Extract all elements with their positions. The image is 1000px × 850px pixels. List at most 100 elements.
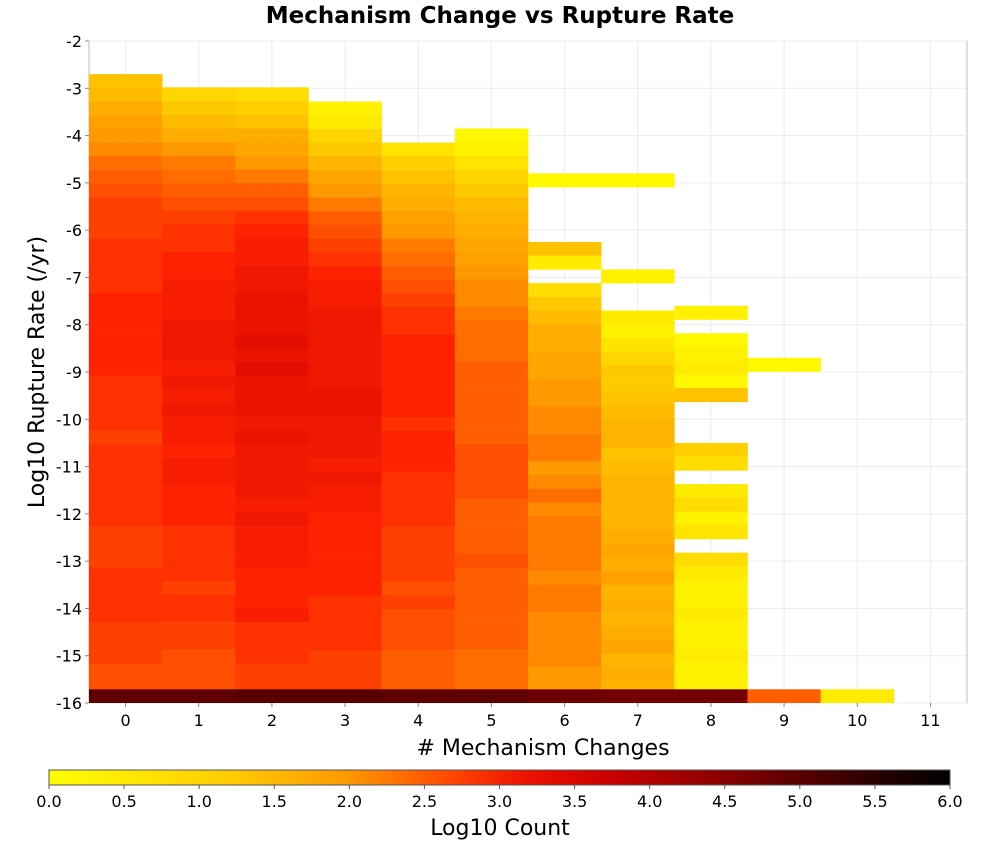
heatmap-cell	[454, 361, 529, 376]
heatmap-cell	[601, 516, 675, 531]
heatmap-cell	[674, 305, 748, 320]
heatmap-cell	[162, 375, 236, 390]
heatmap-cell	[235, 635, 309, 650]
heatmap-cell	[308, 622, 382, 637]
heatmap-cell	[89, 74, 163, 89]
heatmap-cell	[308, 650, 382, 665]
heatmap-cell	[601, 365, 675, 380]
heatmap-cell-bottom	[747, 689, 821, 703]
heatmap-cell	[89, 128, 163, 143]
colorbar-tick-label: 5.5	[862, 792, 887, 811]
heatmap-cell	[308, 224, 382, 239]
heatmap-cell	[308, 595, 382, 610]
colorbar-tick-label: 6.0	[937, 792, 962, 811]
heatmap-cell	[162, 539, 236, 554]
heatmap-cell	[162, 526, 236, 541]
heatmap-cell-bottom	[674, 689, 748, 703]
heatmap-cell	[674, 484, 748, 499]
y-axis-ticks: -2 -3 -4 -5 -6 -7 -8 -9 -10 -11 -12 -13 -14 -15 -16	[56, 32, 89, 713]
colorbar-tick-label: 5.0	[787, 792, 812, 811]
heatmap-cell	[601, 639, 675, 654]
heatmap-cell	[601, 653, 675, 668]
heatmap-cell	[601, 310, 675, 325]
heatmap-cell	[308, 526, 382, 541]
heatmap-cell	[89, 348, 163, 363]
heatmap-cell	[528, 310, 602, 325]
heatmap-cell	[454, 471, 529, 486]
heatmap-cell	[454, 210, 529, 225]
heatmap-cell-bottom	[528, 689, 602, 703]
heatmap-cell	[162, 183, 236, 198]
heatmap-cell	[162, 622, 236, 637]
heatmap-cell	[235, 402, 309, 417]
heatmap-cell	[235, 210, 309, 225]
heatmap-cell	[528, 406, 602, 421]
heatmap-cell	[528, 571, 602, 586]
colorbar	[48, 769, 951, 786]
heatmap-cell-bottom	[89, 689, 163, 703]
heatmap-cell	[601, 420, 675, 435]
heatmap-cell	[381, 471, 456, 486]
heatmap-cell	[601, 173, 675, 188]
heatmap-cell	[454, 485, 529, 500]
heatmap-cell-bottom	[162, 689, 236, 703]
heatmap-cell	[235, 114, 309, 129]
heatmap-cell	[162, 567, 236, 582]
heatmap-cell	[528, 680, 602, 690]
heatmap-cell	[528, 584, 602, 599]
heatmap-cell	[601, 612, 675, 627]
heatmap-cell	[381, 444, 456, 459]
heatmap-cell	[528, 598, 602, 613]
heatmap-cell	[381, 183, 456, 198]
heatmap-cell	[308, 663, 382, 678]
heatmap-cell	[528, 543, 602, 558]
colorbar-label: Log10 Count	[430, 816, 570, 841]
x-tick-label: 1	[194, 711, 204, 730]
y-axis-label: Log10 Rupture Rate (/yr)	[25, 236, 50, 508]
heatmap-cell	[454, 663, 529, 678]
heatmap-cell	[528, 379, 602, 394]
heatmap-cell	[674, 552, 748, 567]
heatmap-cell	[162, 594, 236, 609]
heatmap-cell	[235, 430, 309, 445]
heatmap-cell	[89, 499, 163, 514]
heatmap-cell-bottom	[381, 689, 456, 703]
heatmap-cell	[381, 142, 456, 157]
heatmap-cell	[528, 283, 602, 298]
heatmap-cell	[454, 155, 529, 170]
heatmap-cell	[381, 512, 456, 527]
heatmap-cell	[674, 634, 748, 649]
heatmap-cell	[381, 499, 456, 514]
heatmap-cell	[674, 648, 748, 663]
heatmap-cell	[235, 306, 309, 321]
heatmap-cell	[235, 498, 309, 513]
heatmap-cell	[601, 337, 675, 352]
heatmap-cell	[89, 101, 163, 116]
heatmap-cell	[308, 156, 382, 171]
heatmap-cell	[162, 128, 236, 143]
heatmap-cell	[381, 266, 456, 281]
heatmap-cell	[454, 128, 529, 143]
heatmap-cell	[747, 357, 821, 372]
heatmap-cell	[89, 115, 163, 130]
heatmap-cell	[235, 169, 309, 184]
heatmap-cell	[162, 197, 236, 212]
heatmap-cell	[235, 128, 309, 143]
heatmap-cell	[162, 416, 236, 431]
heatmap-cell	[528, 173, 602, 188]
heatmap-cell	[235, 457, 309, 472]
heatmap-cell	[308, 348, 382, 363]
colorbar-tick-label: 2.0	[337, 792, 362, 811]
heatmap-cell	[454, 430, 529, 445]
x-tick-label: 8	[706, 711, 716, 730]
heatmap-cell	[381, 197, 456, 212]
heatmap-cell	[454, 581, 529, 596]
colorbar-tick-label: 3.0	[487, 792, 512, 811]
heatmap-cell	[308, 636, 382, 651]
heatmap-cell	[235, 375, 309, 390]
heatmap-cell	[674, 607, 748, 622]
y-tick-label: -4	[66, 127, 82, 146]
heatmap-cell	[381, 293, 456, 308]
heatmap-cell	[162, 293, 236, 308]
